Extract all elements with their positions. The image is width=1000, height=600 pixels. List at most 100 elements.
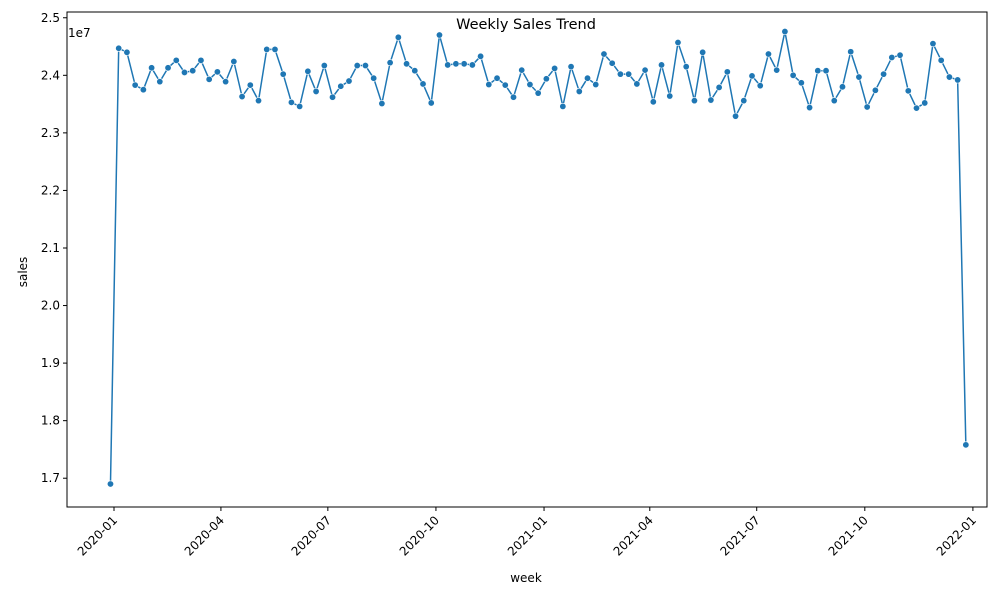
data-point [394, 33, 402, 41]
data-point [205, 75, 213, 83]
data-point [403, 60, 411, 68]
y-axis-ticks: 1.7 1.8 1.9 2.0 2.1 2.2 2.3 2.4 2.5 [41, 11, 67, 485]
data-point [246, 81, 254, 89]
data-point [896, 51, 904, 59]
y-axis-title: sales [16, 257, 30, 288]
data-point [584, 74, 592, 82]
data-point [509, 93, 517, 101]
data-point [797, 79, 805, 87]
data-point [337, 82, 345, 90]
data-point [592, 81, 600, 89]
series-weekly-sales [106, 28, 970, 488]
y-tick-label: 2.2 [41, 183, 60, 197]
data-point [477, 52, 485, 60]
y-tick-label: 1.9 [41, 356, 60, 370]
data-point [312, 87, 320, 95]
data-point [213, 68, 221, 76]
data-point [181, 68, 189, 76]
data-point [863, 103, 871, 111]
data-point [682, 63, 690, 71]
data-point [386, 59, 394, 67]
data-point [378, 100, 386, 108]
data-point [641, 66, 649, 74]
data-point [271, 45, 279, 53]
data-point [304, 67, 312, 75]
data-point [814, 67, 822, 75]
data-point [855, 73, 863, 81]
x-axis-title: week [510, 571, 542, 585]
data-point [123, 48, 131, 56]
y-tick-label: 1.7 [41, 471, 60, 485]
data-point [649, 98, 657, 106]
data-point [329, 93, 337, 101]
data-point [452, 60, 460, 68]
data-point [296, 102, 304, 110]
data-point [345, 77, 353, 85]
data-point [789, 71, 797, 79]
data-point [501, 81, 509, 89]
data-point [115, 44, 123, 52]
data-point [625, 70, 633, 78]
data-point [361, 62, 369, 70]
data-point [542, 75, 550, 83]
data-point [164, 64, 172, 72]
y-tick-label: 2.0 [41, 299, 60, 313]
data-point [189, 67, 197, 75]
data-point [353, 62, 361, 70]
data-point [197, 56, 205, 64]
data-point [263, 45, 271, 53]
y-tick-label: 2.1 [41, 241, 60, 255]
data-point [921, 99, 929, 107]
y-tick-label: 2.4 [41, 68, 60, 82]
data-point [962, 441, 970, 449]
data-point [871, 86, 879, 94]
data-point [526, 81, 534, 89]
data-point [690, 97, 698, 105]
data-point [255, 97, 263, 105]
data-point [435, 31, 443, 39]
axes [66, 11, 988, 508]
data-point [230, 57, 238, 65]
data-point [904, 87, 912, 95]
data-point [156, 78, 164, 86]
data-point [764, 50, 772, 58]
data-point [740, 97, 748, 105]
data-point [822, 67, 830, 75]
data-point [781, 28, 789, 36]
data-point [674, 39, 682, 47]
data-point [131, 81, 139, 89]
data-point [880, 70, 888, 78]
data-point [419, 80, 427, 88]
data-point [715, 83, 723, 91]
data-point [279, 70, 287, 78]
data-point [806, 104, 814, 112]
data-point [444, 61, 452, 69]
data-point [838, 83, 846, 91]
data-point [633, 80, 641, 88]
data-point [559, 102, 567, 110]
data-point [830, 97, 838, 105]
data-point [756, 82, 764, 90]
data-point [658, 61, 666, 69]
data-point [172, 56, 180, 64]
data-point [222, 78, 230, 86]
data-point [699, 48, 707, 56]
y-tick-label: 2.3 [41, 126, 60, 140]
y-tick-label: 1.8 [41, 414, 60, 428]
data-point [732, 112, 740, 120]
data-point [518, 66, 526, 74]
data-point [929, 40, 937, 48]
data-point [945, 73, 953, 81]
y-axis-offset-value: 1e7 [68, 26, 91, 40]
data-point [608, 59, 616, 67]
data-point [937, 56, 945, 64]
data-point [106, 480, 114, 488]
data-point [912, 104, 920, 112]
data-point [287, 98, 295, 106]
data-point [411, 67, 419, 75]
y-tick-label: 2.5 [41, 11, 60, 25]
data-point [370, 74, 378, 82]
plot-frame [66, 11, 988, 508]
